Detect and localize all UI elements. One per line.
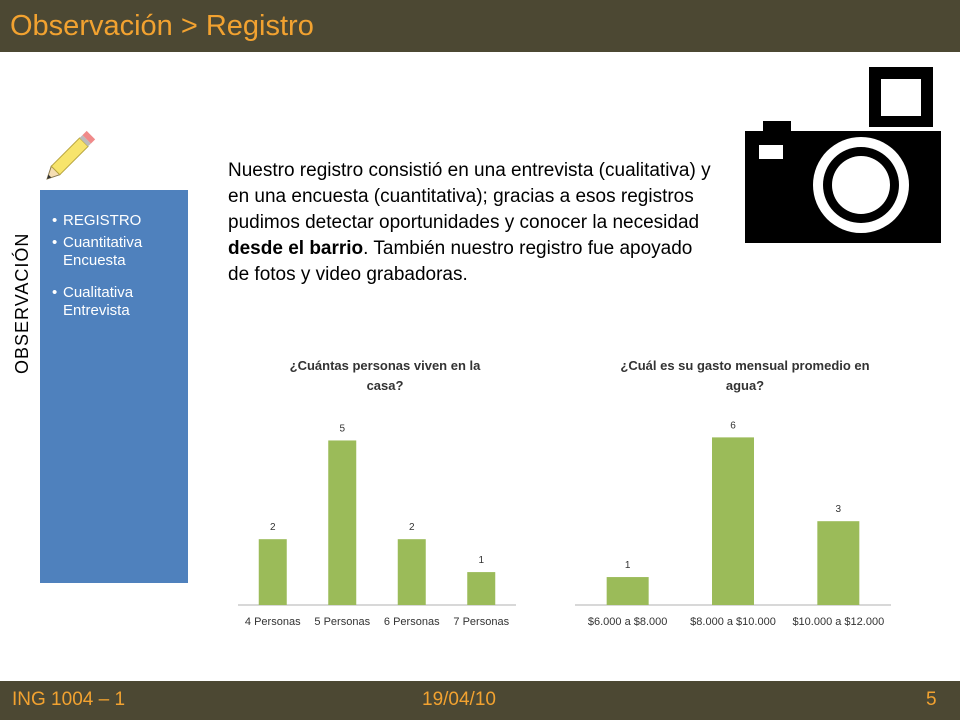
description-text-a: Nuestro registro consistió en una entrev… xyxy=(228,160,711,233)
data-label: 5 xyxy=(339,423,345,434)
tick-label: 4 Personas xyxy=(245,616,301,628)
description-text-b: . También nuestro registro fue apoyado d… xyxy=(228,238,693,285)
data-label: 2 xyxy=(270,522,276,533)
bar xyxy=(712,437,754,605)
description-bold: desde el barrio xyxy=(228,238,364,259)
chart2-title: ¿Cuál es su gasto mensual promedio en ag… xyxy=(620,358,870,393)
tick-label: 6 Personas xyxy=(384,616,440,628)
list-item-cualitativa: Cualitativa Entrevista xyxy=(50,284,186,320)
tick-label: $8.000 a $10.000 xyxy=(690,616,776,628)
bar xyxy=(606,577,649,605)
camera-icon xyxy=(745,67,941,243)
tick-label: $10.000 a $12.000 xyxy=(792,616,884,628)
bar xyxy=(817,521,860,605)
bar xyxy=(258,539,287,605)
observation-label: OBSERVACIÓN xyxy=(12,232,32,374)
footer-date: 19/04/10 xyxy=(422,689,496,710)
tick-label: 5 Personas xyxy=(314,616,370,628)
list-item-registro: REGISTRO xyxy=(50,212,186,230)
footer-bar xyxy=(0,681,960,720)
observation-list: REGISTRO Cuantitativa Encuesta Cualitati… xyxy=(50,212,186,324)
chart-household-size: 2 4 Personas 5 5 Personas 2 6 Personas 1 7 Pers… xyxy=(238,423,516,628)
tick-label: 7 Personas xyxy=(453,616,509,628)
data-label: 3 xyxy=(836,504,842,515)
data-label: 2 xyxy=(409,522,415,533)
list-item-cuantitativa: Cuantitativa Encuesta xyxy=(50,234,186,270)
data-label: 1 xyxy=(625,560,631,571)
chart-water-expense: 1 $6.000 a $8.000 6 $8.000 a $10.000 3 $10.00… xyxy=(575,420,891,628)
bar xyxy=(467,572,496,605)
tick-label: $6.000 a $8.000 xyxy=(588,616,668,628)
bar xyxy=(328,440,357,605)
footer-course: ING 1004 – 1 xyxy=(12,689,126,710)
description-text: Nuestro registro consistió en una entrev… xyxy=(228,158,718,288)
slide-title: Observación > Registro xyxy=(10,10,314,42)
pencil-icon xyxy=(46,130,96,180)
data-label: 6 xyxy=(730,420,736,431)
title-bar xyxy=(0,0,960,52)
footer-page-number: 5 xyxy=(926,689,937,710)
bar xyxy=(397,539,426,605)
chart1-title: ¿Cuántas personas viven en la casa? xyxy=(289,358,481,393)
data-label: 1 xyxy=(478,555,484,566)
